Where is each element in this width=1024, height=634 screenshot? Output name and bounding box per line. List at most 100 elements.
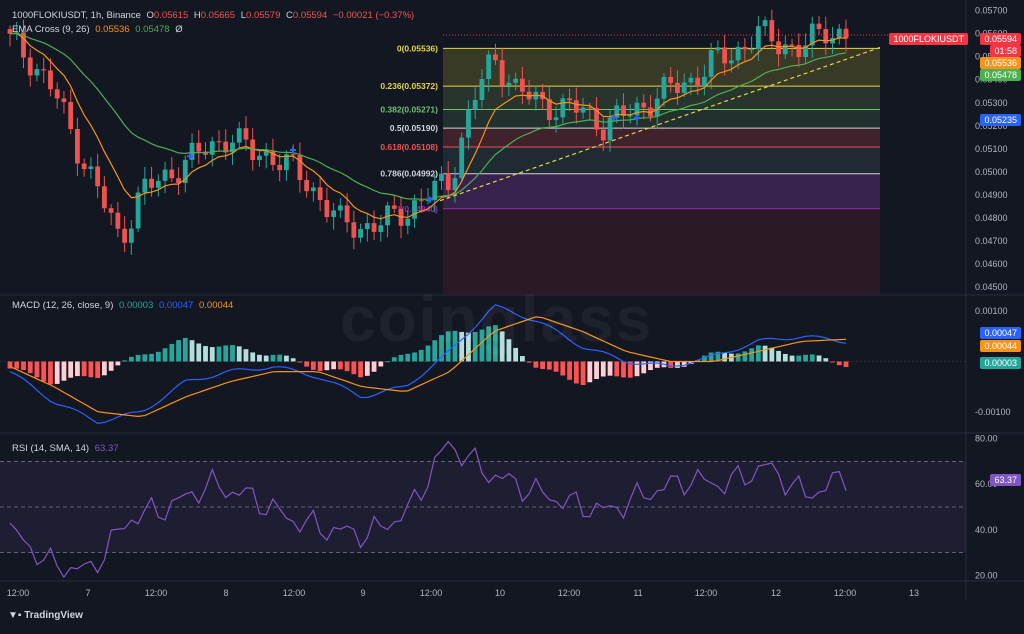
macd-bar (681, 361, 687, 367)
macd-bar (708, 352, 714, 362)
macd-bar (270, 354, 276, 362)
macd-bar (250, 352, 256, 362)
time-tick-label: 12:00 (420, 588, 443, 598)
macd-bar (115, 361, 121, 366)
candle-body (573, 100, 579, 113)
macd-bar (641, 361, 647, 374)
candle-body (263, 151, 269, 156)
fib-zone (443, 109, 880, 129)
candle-body (769, 20, 775, 42)
candle-body (776, 41, 781, 55)
macd-bar (573, 361, 579, 384)
macd-bar (816, 355, 822, 362)
time-tick-label: 12:00 (834, 588, 857, 598)
candle-body (641, 102, 647, 108)
macd-bar (27, 361, 33, 374)
macd-bar (385, 361, 390, 363)
price-tick-label: 0.04700 (975, 236, 1008, 246)
candle-body (418, 200, 424, 202)
candle-body (27, 57, 33, 76)
ema-fast-line (9, 32, 847, 220)
macd-bar (587, 361, 593, 383)
macd-bar (506, 339, 512, 362)
macd-bar (304, 361, 310, 367)
rsi-tick-label: 20.00 (975, 570, 998, 580)
candle-body (493, 54, 498, 61)
candle-body (230, 142, 235, 153)
macd-bar (203, 346, 208, 362)
candle-body (108, 208, 114, 213)
candle-body (189, 142, 195, 160)
candle-body (142, 178, 148, 193)
macd-bar (796, 355, 802, 362)
candle-body (284, 154, 289, 171)
candle-body (715, 47, 721, 51)
macd-bar (843, 361, 849, 368)
macd-bar (88, 361, 94, 378)
macd-bar (648, 361, 653, 371)
macd-bar (358, 361, 363, 378)
macd-bar (48, 361, 53, 385)
macd-bar (776, 350, 781, 362)
price-tick-label: 0.05300 (975, 98, 1008, 108)
macd-bar (762, 345, 768, 362)
macd-bar (742, 351, 748, 362)
candle-body (762, 20, 768, 27)
close-label: C (286, 10, 293, 21)
macd-bar (540, 361, 546, 369)
fib-level-label: 0.236(0.05372) (380, 81, 438, 91)
macd-bar (749, 348, 755, 362)
candle-body (88, 166, 94, 170)
macd-bar (715, 351, 721, 362)
macd-bar (432, 340, 438, 362)
macd-bar (277, 354, 283, 362)
macd-bar (351, 361, 357, 375)
macd-bar (162, 348, 168, 362)
macd-bar (418, 349, 424, 362)
ema-fast-value: 0.05536 (95, 24, 130, 35)
macd-bar (344, 361, 350, 372)
macd-bar (41, 361, 47, 382)
candle-body (351, 222, 357, 238)
time-tick-label: 7 (85, 588, 90, 598)
time-tick-label: 12:00 (145, 588, 168, 598)
watermark: coinglass (340, 283, 654, 355)
macd-bar (317, 361, 323, 372)
macd-bar (769, 347, 775, 362)
macd-bar (627, 361, 633, 378)
candle-body (722, 47, 728, 64)
macd-bar (836, 361, 842, 366)
macd-tag: 0.00047 (980, 327, 1021, 339)
macd-bar (169, 343, 175, 362)
low-value: 0.05579 (246, 10, 281, 21)
candle-body (196, 142, 202, 152)
macd-bar (803, 354, 808, 362)
macd-bar (782, 353, 788, 362)
candle-body (439, 173, 444, 181)
price-tick-label: 0.04600 (975, 259, 1008, 269)
candle-body (405, 218, 411, 226)
open-value: 0.05615 (153, 10, 189, 21)
candle-body (560, 98, 566, 118)
fib-level-label: 0.618(0.05108) (380, 142, 438, 152)
candle-body (297, 155, 303, 180)
macd-bar (81, 361, 87, 377)
macd-signal-value: 0.00044 (198, 300, 234, 311)
candle-body (243, 128, 249, 140)
candle-body (499, 60, 505, 86)
macd-bar (75, 361, 80, 377)
macd-bar (182, 337, 188, 362)
ema-legend: EMA Cross (9, 26) 0.05536 0.05478 Ø (12, 24, 186, 35)
countdown-tag: 01:58 (990, 45, 1021, 57)
candle-body (391, 205, 397, 209)
candle-body (816, 23, 822, 30)
candle-body (304, 179, 310, 192)
tradingview-logo[interactable]: ▼▪ TradingView (8, 610, 83, 621)
low-label: L (240, 10, 247, 21)
candle-body (843, 28, 849, 39)
candle-body (81, 163, 87, 170)
candle-body (675, 82, 680, 94)
macd-bar (519, 356, 525, 362)
